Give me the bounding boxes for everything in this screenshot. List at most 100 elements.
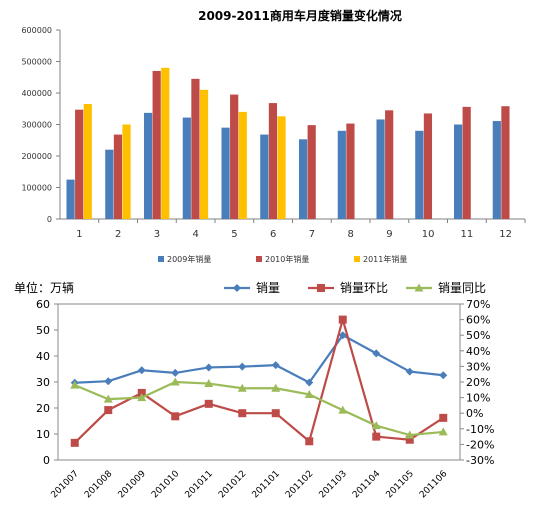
data-point-2 [171,412,180,421]
data-point-3 [304,389,314,398]
legend-label: 2009年销量 [167,254,211,264]
data-point-2 [204,399,213,408]
y2-tick-label: 40% [466,345,490,358]
x-tick-label: 1 [76,229,82,240]
data-point-2 [104,406,113,415]
x-tick-label: 201009 [117,469,149,501]
data-point-3 [70,380,80,389]
series-line-3 [74,380,444,437]
x-tick-label: 201008 [83,469,115,501]
y2-tick-label: 20% [466,376,490,389]
x-tick-label: 201102 [284,469,315,500]
y2-tick-label: -30% [466,454,494,467]
y-tick-label: 10 [36,428,50,441]
data-point-3 [338,405,348,414]
bar-1-11 [453,124,463,219]
data-point-3 [438,427,448,436]
legend-label: 销量同比 [438,281,486,295]
y2-tick-label: 0% [466,407,483,420]
x-tick-label: 201105 [385,469,416,500]
data-point-2 [338,315,347,324]
bar-2-5 [230,94,239,219]
y-tick-label: 500000 [21,58,52,67]
bar-2-7 [307,125,316,219]
y-tick-label: 400000 [21,89,52,98]
bar-2-3 [152,70,161,219]
chart-title: 2009-2011商用车月度销量变化情况 [198,8,402,23]
bar-1-1 [66,179,75,219]
y2-tick-label: 30% [466,360,490,373]
bar-1-4 [182,117,191,219]
data-point-3 [204,379,214,388]
x-tick-label: 2 [115,229,121,240]
monthly-sales-bar-chart: 2009-2011商用车月度销量变化情况 0 100000 200000 300000… [21,8,526,264]
series-line-2 [73,315,444,444]
bar-2-6 [268,103,278,219]
y-tick-label: 20 [36,402,50,415]
data-point-2 [271,409,280,418]
data-point-2 [305,437,314,446]
y-tick-label: 300000 [21,121,52,130]
bar-3-4 [199,89,209,219]
legend-label: 销量环比 [340,281,388,295]
y-tick-label: 60 [36,298,50,311]
y-tick-label: 0 [43,454,50,467]
y2-tick-label: 60% [466,314,490,327]
x-tick-label: 201106 [418,469,450,501]
x-tick-label: 8 [347,229,353,240]
x-tick-label: 4 [192,229,198,240]
bar-3-6 [277,116,286,219]
bar-2-11 [462,106,471,219]
bar-2-1 [75,109,84,219]
data-point-3 [405,430,415,439]
y-tick-label: 0 [47,215,52,224]
data-point-1 [338,331,347,340]
legend-swatch [256,256,262,262]
bar-2-8 [346,123,355,219]
data-point-3 [137,393,147,402]
x-tick-label: 5 [231,229,237,240]
x-tick-label: 7 [309,229,315,240]
bar-2-9 [385,110,394,219]
data-point-1 [238,362,247,371]
legend-marker [233,284,241,292]
data-point-1 [104,377,113,386]
bar-2-12 [501,106,510,219]
data-point-1 [405,367,414,376]
y-tick-label: 200000 [21,152,52,161]
data-point-1 [372,349,381,358]
data-point-2 [372,432,381,441]
bar-2-4 [191,78,200,219]
series-line-1 [74,333,444,384]
y-tick-label: 50 [36,324,50,337]
x-tick-label: 11 [461,229,474,240]
legend-swatch [354,256,360,262]
legend-label: 2011年销量 [363,254,407,264]
bar-1-6 [260,134,269,219]
x-tick-label: 201103 [318,469,349,500]
data-point-2 [70,438,79,447]
y2-tick-label: 10% [466,392,490,405]
plot-area [57,303,461,461]
data-point-1 [204,363,213,372]
unit-label: 单位：万辆 [14,280,74,295]
y-tick-label: 100000 [21,184,52,193]
data-point-1 [171,368,180,377]
data-point-3 [371,421,381,430]
bar-1-3 [143,112,153,219]
data-point-1 [137,366,146,375]
x-tick-label: 201010 [150,469,182,501]
data-point-2 [405,435,414,444]
y-tick-label: 40 [36,350,50,363]
x-tick-label: 12 [499,229,512,240]
bar-3-2 [122,124,131,219]
bar-2-10 [423,113,433,219]
legend-marker [414,283,424,292]
bar-1-9 [376,119,385,219]
data-point-3 [237,383,247,392]
y2-tick-label: -20% [466,438,494,451]
bar-1-2 [105,149,114,219]
bar-1-8 [337,130,346,219]
x-tick-label: 201101 [251,469,282,500]
